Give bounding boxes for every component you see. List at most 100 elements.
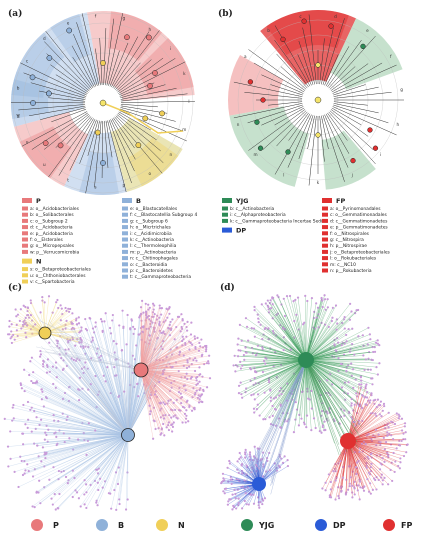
network-leaf-node (12, 403, 15, 407)
network-leaf-node (373, 350, 377, 353)
network-cross-edge (249, 359, 307, 484)
network-leaf-node (276, 294, 279, 297)
clade-sector (228, 55, 284, 116)
network-leaf-node (181, 319, 184, 322)
network-leaf-node (64, 306, 67, 310)
network-edge (347, 440, 358, 491)
network-leaf-node (23, 472, 26, 475)
clade-branch (18, 104, 86, 111)
clade-branch (276, 111, 308, 147)
clade-letter: d (334, 14, 337, 19)
network-edge (301, 359, 307, 419)
network-leaf-node (184, 341, 187, 345)
network-leaf-node (177, 391, 181, 394)
network-leaf-node (264, 362, 267, 365)
network-leaf-node (269, 389, 272, 392)
network-edge (65, 434, 129, 478)
network-edge (140, 362, 188, 371)
network-leaf-node (223, 492, 226, 495)
network-edge (347, 403, 385, 442)
network-edge (53, 434, 129, 468)
network-leaf-node (124, 508, 128, 511)
network-edge (305, 359, 312, 431)
network-leaf-node (376, 342, 379, 345)
legend-item-swatch (22, 237, 28, 242)
network-leaf-node (101, 330, 104, 334)
network-cross-edge (255, 359, 307, 488)
network-leaf-node (185, 409, 188, 412)
network-leaf-node (329, 480, 332, 484)
network-cross-edge (305, 359, 358, 443)
network-leaf-node (198, 373, 201, 377)
network-edge (140, 369, 165, 436)
network-leaf-node (323, 420, 326, 423)
legend-item-swatch (22, 212, 28, 217)
network-edge (246, 352, 307, 361)
clade-letter: a (17, 114, 20, 119)
network-leaf-node (261, 502, 264, 506)
clade-sector-P (14, 112, 89, 187)
network-leaf-node (34, 427, 37, 430)
legend-item-swatch (122, 268, 128, 273)
network-edge (127, 334, 139, 436)
network-edge (261, 304, 307, 361)
clade-branch (11, 102, 86, 104)
legend-heading-p: P (36, 197, 41, 205)
network-leaf-node (6, 445, 10, 448)
network-leaf-node (345, 340, 348, 343)
network-leaf-node (229, 498, 232, 501)
clade-letter: g (400, 87, 403, 92)
network-leaf-node (84, 327, 87, 331)
clade-branch (55, 74, 88, 94)
clade-branch (330, 109, 369, 137)
clade-band (107, 11, 163, 61)
network-leaf-node (357, 335, 360, 338)
clade-letter: l (283, 173, 284, 178)
network-edge (140, 337, 198, 371)
network-leaf-node (323, 294, 326, 297)
network-edge (108, 434, 129, 494)
network-edge (140, 369, 187, 374)
network-edge (32, 434, 129, 507)
network-leaf-node (351, 368, 355, 371)
network-leaf-node (393, 470, 396, 474)
network-leaf-node (10, 330, 13, 333)
network-leaf-node (375, 414, 378, 417)
network-leaf-node (54, 508, 57, 511)
legend-dot-fp (383, 519, 395, 531)
hub-N (38, 326, 52, 340)
network-leaf-node (348, 482, 351, 485)
legend-item-label: t: c__Gammaproteobacteria (130, 274, 191, 280)
network-leaf-node (240, 472, 244, 475)
clade-node (260, 97, 266, 103)
legend-item-label: l: o__Rokubacteriales (330, 256, 377, 262)
clade-branch (120, 105, 168, 114)
clade-branch (43, 113, 90, 150)
network-leaf-node (256, 344, 260, 347)
network-edge (305, 300, 308, 361)
network-leaf-node (142, 311, 145, 314)
clade-letter: f (95, 13, 97, 18)
network-edge (59, 434, 129, 495)
network-leaf-node (280, 392, 283, 396)
clade-branch (31, 112, 89, 150)
network-leaf-node (197, 349, 201, 352)
network-leaf-node (252, 327, 256, 330)
legend-item-swatch (122, 249, 128, 254)
legend-item-label: p: c__Bacteroidetes (130, 268, 174, 274)
network-leaf-node (55, 435, 58, 438)
network-edge (140, 316, 179, 371)
clade-branch (329, 110, 374, 150)
network-edge (27, 401, 129, 436)
network-edge (140, 354, 203, 371)
network-leaf-node (262, 463, 265, 466)
network-leaf-node (196, 336, 199, 340)
network-leaf-node (310, 407, 313, 410)
network-leaf-node (57, 306, 60, 310)
network-edge (105, 313, 129, 436)
network-leaf-node (366, 478, 369, 481)
clade-branch (276, 53, 308, 89)
legend-item-swatch (322, 262, 328, 267)
network-cross-edge (57, 322, 142, 371)
network-leaf-node (20, 327, 23, 330)
